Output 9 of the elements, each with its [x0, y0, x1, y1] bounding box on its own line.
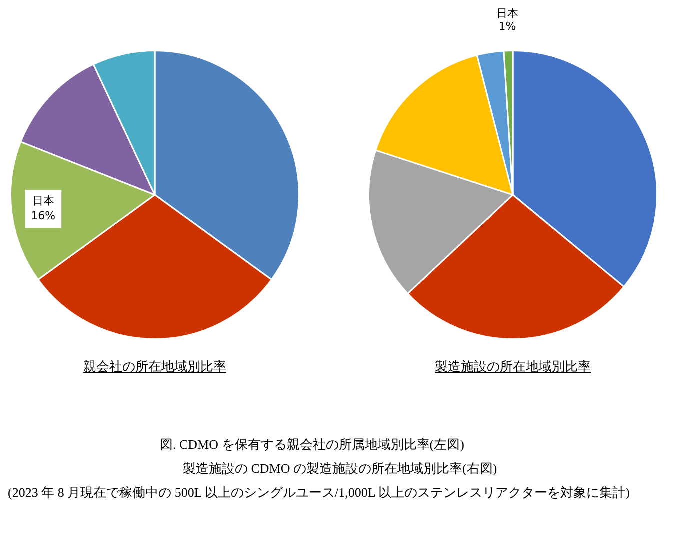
data-label: 1%	[498, 20, 516, 34]
text: 親会社の所在地域別比率	[82, 359, 228, 376]
slice-label: 日本	[32, 194, 54, 208]
text: 製造施設の CDMO の製造施設の所在地域別比率(右図)	[182, 460, 498, 478]
text: (2023 年 8 月現在で稼働中の 500L 以上のシングルユース/1,000L 以上のステンレスリアクターを対象に集計)	[7, 484, 631, 502]
data-label: 16%	[31, 209, 56, 222]
text: 製造施設の所在地域別比率	[434, 359, 592, 376]
slice-label: 日本	[496, 7, 519, 20]
text: 図. CDMO を保有する親会社の所属地域別比率(左図)	[159, 436, 466, 454]
